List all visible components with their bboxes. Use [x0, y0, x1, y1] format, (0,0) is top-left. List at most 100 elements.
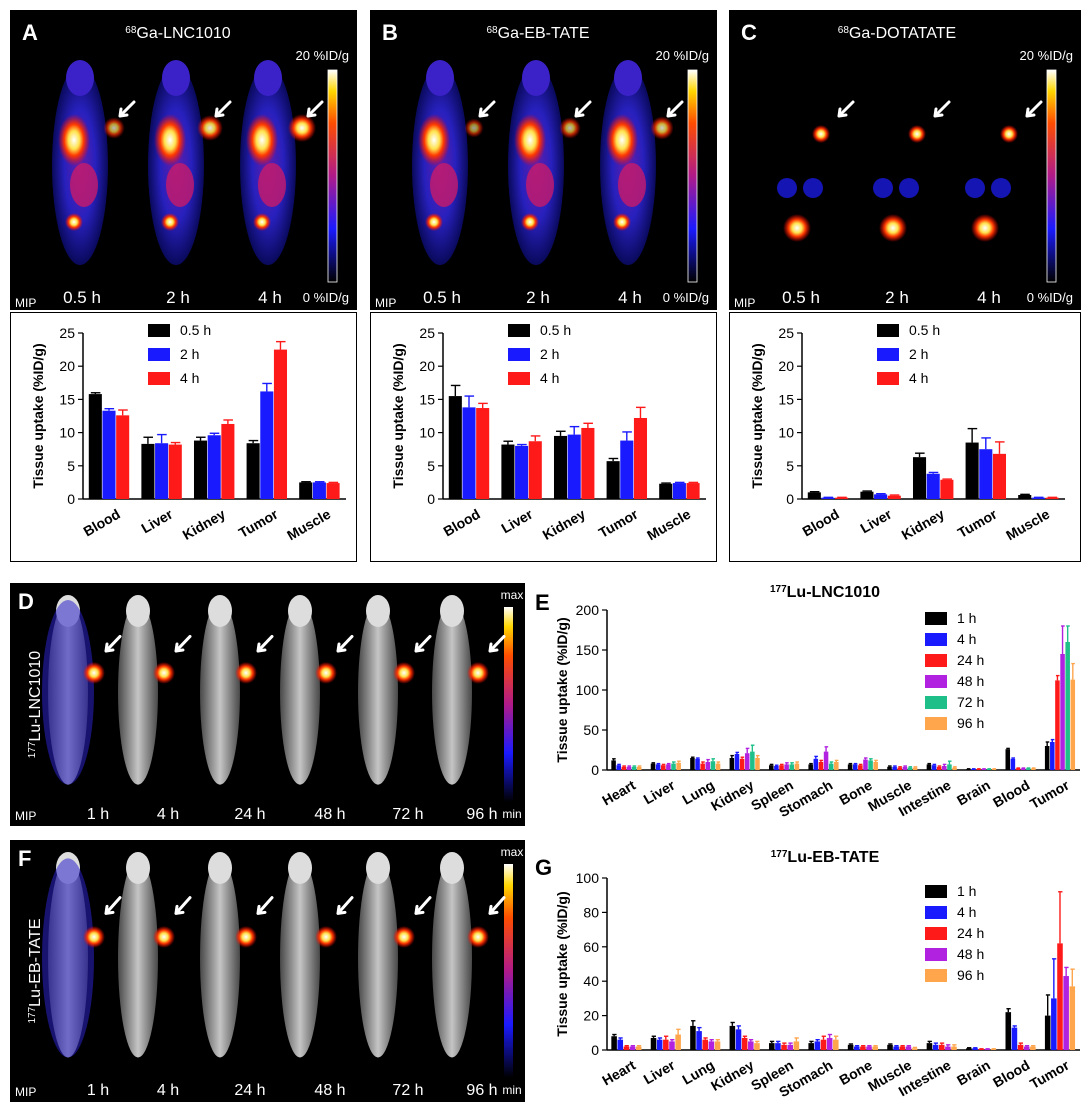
bar — [1055, 680, 1060, 770]
legend-swatch — [925, 885, 947, 898]
tumor-signal — [197, 115, 223, 141]
bladder-signal — [65, 213, 83, 231]
mouse-skull — [366, 852, 390, 884]
heart-signal — [606, 114, 638, 166]
bar — [656, 1039, 663, 1050]
legend-swatch — [877, 324, 899, 337]
y-axis-label: Tissue uptake (%ID/g) — [390, 343, 406, 488]
bar — [769, 765, 774, 770]
bar — [611, 1036, 617, 1050]
bar — [690, 1025, 696, 1050]
bar — [1011, 1027, 1018, 1050]
bar — [887, 495, 901, 499]
bar — [528, 441, 542, 499]
bar — [617, 1039, 624, 1050]
tumor-signal — [235, 661, 257, 684]
bar-chart-b-frame: 0 5 10 15 20 25 Tissue uptake (%ID/g) Blood Live… — [370, 312, 717, 562]
bar — [1065, 642, 1070, 770]
bar — [671, 763, 676, 770]
bar — [690, 758, 695, 770]
legend-swatch — [925, 906, 947, 919]
mip-label: MIP — [15, 1085, 36, 1099]
time-label: 24 h — [234, 1082, 265, 1099]
tumor-arrow — [414, 634, 432, 653]
tumor-arrow — [104, 634, 122, 653]
mouse-skeleton — [118, 600, 158, 785]
heart-signal — [418, 114, 450, 166]
y-axis-label: Tissue uptake (%ID/g) — [30, 343, 46, 488]
x-tick-label: Brain — [954, 777, 993, 809]
bar — [1045, 497, 1059, 499]
x-tick-label: Kidney — [708, 1057, 757, 1094]
x-tick-label: Heart — [599, 777, 638, 809]
bar — [1044, 746, 1050, 770]
bar — [826, 1037, 833, 1050]
bar — [808, 1043, 814, 1050]
liver-signal — [166, 163, 194, 207]
bar — [715, 763, 721, 770]
bar — [1017, 1044, 1024, 1050]
x-tick-label: Liver — [857, 505, 894, 536]
bar — [784, 764, 789, 770]
legend-label: 24 h — [957, 925, 984, 941]
mouse-skeleton — [280, 858, 320, 1058]
bar — [873, 762, 878, 770]
legend-swatch — [925, 612, 947, 625]
bar — [835, 497, 849, 499]
x-tick-label: Liver — [498, 505, 535, 536]
mouse-skeleton — [358, 858, 398, 1058]
bladder-signal — [521, 213, 539, 231]
tumor-arrow — [256, 896, 274, 915]
panel-letter: A — [22, 20, 38, 45]
bar — [650, 763, 656, 770]
legend-swatch — [148, 324, 170, 337]
bar — [965, 442, 979, 499]
legend-swatch — [925, 675, 947, 688]
bar — [102, 410, 116, 499]
bar — [676, 762, 681, 770]
bar — [866, 1046, 872, 1050]
time-label: 0.5 h — [423, 288, 461, 307]
y-tick-label: 25 — [778, 325, 794, 341]
time-label: 4 h — [157, 806, 179, 823]
bar — [1005, 1012, 1012, 1050]
y-tick-label: 15 — [778, 391, 794, 407]
bar — [553, 435, 568, 499]
bar — [940, 479, 954, 499]
bar — [246, 443, 260, 499]
legend-swatch — [925, 696, 947, 709]
tumor-arrow — [306, 100, 324, 118]
bar — [735, 1029, 742, 1050]
bar — [326, 483, 340, 499]
legend-swatch — [925, 654, 947, 667]
legend-label: 0.5 h — [540, 322, 571, 338]
bar — [621, 766, 627, 770]
tumor-arrow — [488, 896, 506, 915]
y-tick-label: 10 — [419, 425, 435, 441]
bar — [1070, 679, 1076, 770]
kidney-signal — [991, 178, 1011, 198]
panel-letter: E — [535, 590, 550, 615]
bar — [820, 1039, 827, 1050]
x-tick-label: Tumor — [1027, 776, 1072, 811]
legend-label: 4 h — [540, 370, 559, 386]
tumor-arrow — [256, 634, 274, 653]
colorbar-min-label: 0 %ID/g — [303, 290, 349, 305]
bar — [926, 473, 940, 499]
bar — [1044, 1015, 1051, 1050]
tumor-arrow — [104, 896, 122, 915]
bar — [807, 492, 821, 499]
bar — [260, 391, 274, 499]
legend-label: 2 h — [540, 346, 559, 362]
chart-title: 177Lu-LNC1010 — [770, 584, 880, 602]
bar — [650, 1037, 657, 1050]
colorbar-min-label: 0 %ID/g — [663, 290, 709, 305]
bar — [702, 1039, 709, 1050]
bar — [912, 767, 918, 770]
tumor-arrow — [933, 100, 951, 118]
bar — [858, 765, 863, 770]
mouse-skull — [440, 595, 464, 627]
panel-title: 68Ga-LNC1010 — [125, 25, 231, 43]
bar — [754, 1043, 760, 1050]
tumor-signal — [467, 661, 489, 684]
